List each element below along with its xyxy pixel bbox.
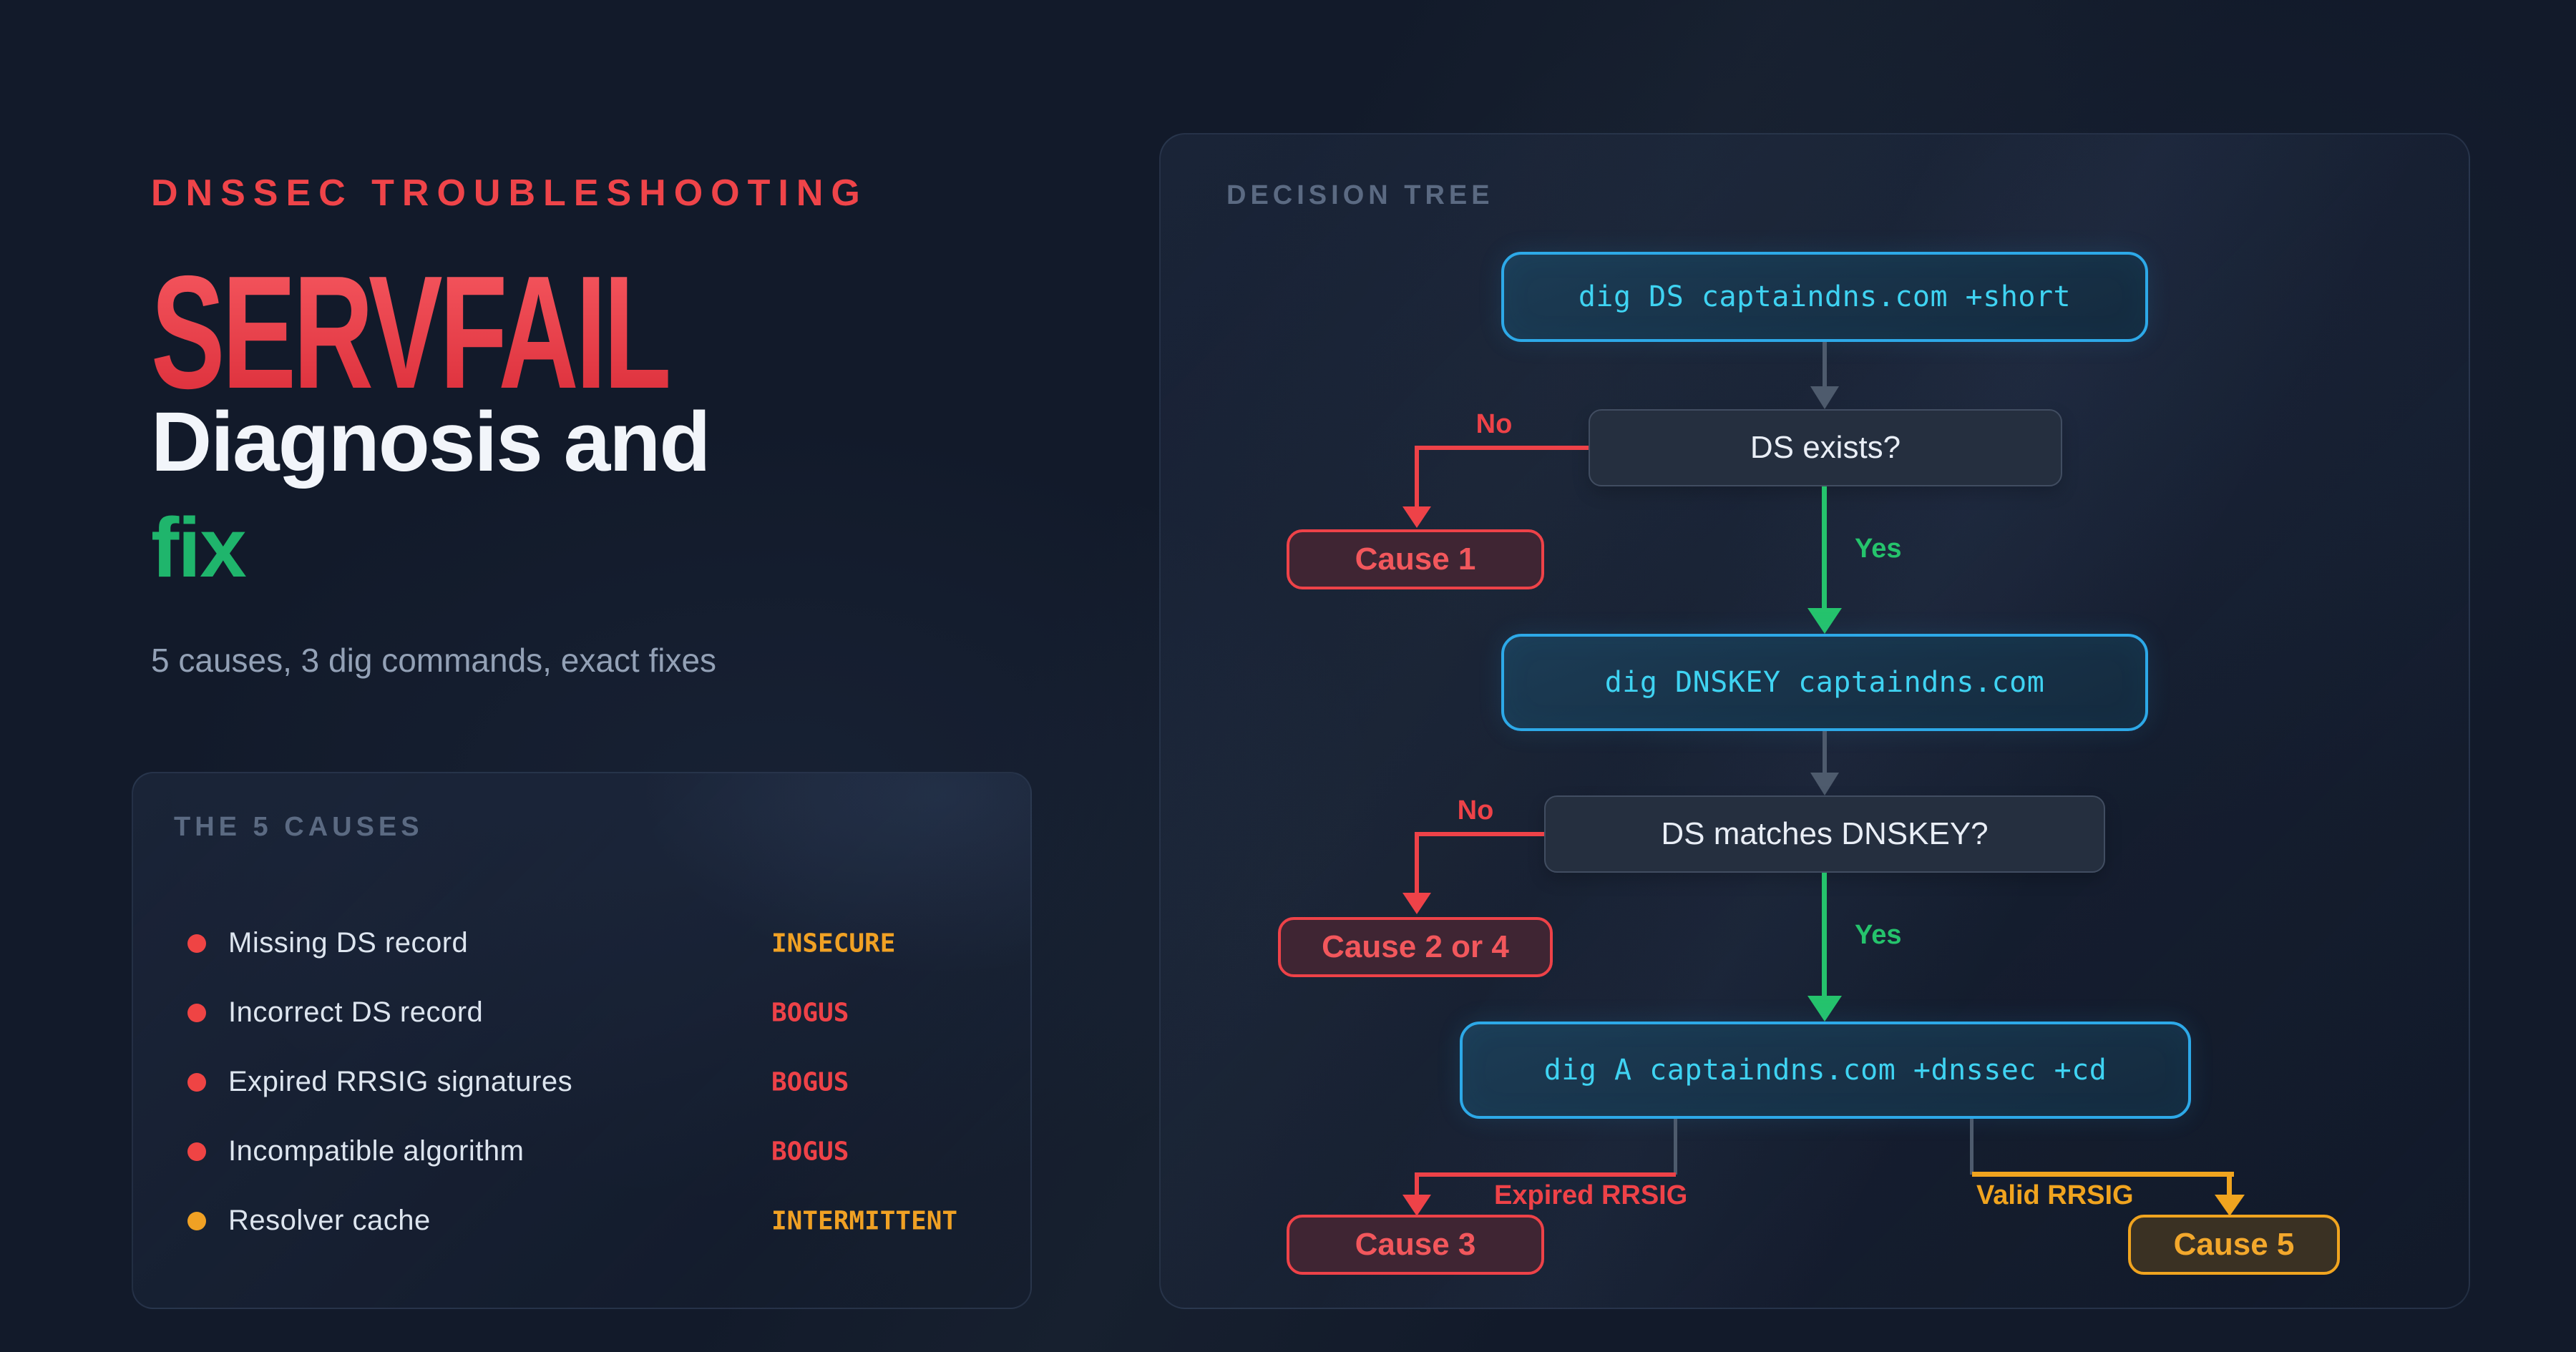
edge-cmd3-right-stub: [1970, 1119, 1974, 1175]
tree-node-cause-1: Cause 1: [1287, 529, 1544, 589]
edge-label-q1-no: No: [1475, 409, 1513, 439]
headline-line2: fix: [151, 501, 247, 595]
page-title: SERVFAIL: [151, 242, 671, 422]
cause-label: Missing DS record: [228, 927, 469, 959]
edge-label-q2-yes: Yes: [1855, 920, 1902, 950]
edge-q1-no-hline: [1417, 446, 1589, 450]
edge-label-q1-yes: Yes: [1855, 534, 1902, 564]
command-text: dig A captaindns.com +dnssec +cd: [1543, 1054, 2107, 1087]
status-badge: BOGUS: [771, 998, 849, 1027]
edge-label-expired-rrsig: Expired RRSIG: [1494, 1180, 1688, 1210]
command-text: dig DNSKEY captaindns.com: [1604, 666, 2045, 699]
cause-text: Cause 3: [1355, 1227, 1476, 1262]
tree-node-question-1: DS exists?: [1589, 409, 2062, 486]
edge-label-valid-rrsig: Valid RRSIG: [1976, 1180, 2134, 1210]
tree-node-cause-3: Cause 3: [1287, 1215, 1544, 1275]
edge-valid-hline: [1972, 1172, 2234, 1177]
question-text: DS matches DNSKEY?: [1661, 816, 1989, 851]
list-item: Resolver cache INTERMITTENT: [174, 1186, 1002, 1255]
causes-card-heading: THE 5 CAUSES: [174, 812, 424, 842]
cause-text: Cause 1: [1355, 542, 1476, 577]
list-item: Incompatible algorithm BOGUS: [174, 1117, 1002, 1186]
arrow-down-icon: [1402, 1195, 1431, 1216]
cause-label: Resolver cache: [228, 1205, 431, 1236]
bullet-dot-icon: [187, 1142, 206, 1161]
command-text: dig DS captaindns.com +short: [1578, 280, 2072, 313]
cause-text: Cause 5: [2173, 1227, 2295, 1262]
tree-node-command-2: dig DNSKEY captaindns.com: [1501, 634, 2148, 731]
edge-expired-vline: [1415, 1172, 1419, 1195]
arrow-down-icon: [1807, 608, 1842, 634]
arrow-down-icon: [1402, 506, 1431, 528]
bullet-dot-icon: [187, 934, 206, 953]
arrow-down-icon: [1807, 996, 1842, 1022]
edge-q1-no-vline: [1415, 446, 1419, 506]
headline-line1: Diagnosis and: [151, 395, 711, 489]
status-badge: INTERMITTENT: [771, 1206, 958, 1235]
tree-node-command-1: dig DS captaindns.com +short: [1501, 252, 2148, 342]
cause-label: Incorrect DS record: [228, 996, 484, 1028]
edge-cmd1-to-q1-line: [1823, 342, 1827, 386]
list-item: Missing DS record INSECURE: [174, 908, 1002, 978]
status-badge: BOGUS: [771, 1067, 849, 1097]
edge-expired-hline: [1417, 1172, 1676, 1177]
edge-valid-vline: [2227, 1172, 2232, 1195]
list-item: Expired RRSIG signatures BOGUS: [174, 1047, 1002, 1117]
tree-node-question-2: DS matches DNSKEY?: [1544, 795, 2105, 873]
edge-q2-yes-line: [1822, 873, 1827, 996]
edge-q1-yes-line: [1822, 486, 1827, 608]
causes-card: THE 5 CAUSES Missing DS record INSECURE …: [132, 772, 1032, 1309]
arrow-down-icon: [1402, 893, 1431, 914]
edge-label-q2-no: No: [1457, 795, 1494, 826]
causes-list: Missing DS record INSECURE Incorrect DS …: [174, 908, 1002, 1255]
tree-node-cause-2-or-4: Cause 2 or 4: [1278, 917, 1553, 977]
edge-q2-no-vline: [1415, 832, 1419, 893]
tree-node-cause-5: Cause 5: [2128, 1215, 2340, 1275]
edge-cmd3-left-stub: [1674, 1119, 1677, 1175]
decision-tree-heading: DECISION TREE: [1226, 180, 1494, 210]
bullet-dot-icon: [187, 1211, 206, 1230]
bullet-dot-icon: [187, 1003, 206, 1022]
bullet-dot-icon: [187, 1072, 206, 1092]
cause-label: Incompatible algorithm: [228, 1135, 525, 1167]
arrow-down-icon: [2215, 1195, 2245, 1216]
list-item: Incorrect DS record BOGUS: [174, 978, 1002, 1047]
status-badge: BOGUS: [771, 1137, 849, 1166]
edge-cmd2-to-q2-line: [1823, 731, 1827, 773]
edge-q2-no-hline: [1417, 832, 1544, 836]
arrow-down-icon: [1810, 773, 1839, 795]
tagline: 5 causes, 3 dig commands, exact fixes: [151, 642, 717, 679]
kicker-title: DNSSEC TROUBLESHOOTING: [151, 172, 868, 214]
status-badge: INSECURE: [771, 929, 896, 958]
question-text: DS exists?: [1750, 430, 1901, 465]
cause-text: Cause 2 or 4: [1322, 929, 1509, 964]
cause-label: Expired RRSIG signatures: [228, 1066, 573, 1097]
arrow-down-icon: [1810, 386, 1839, 409]
tree-node-command-3: dig A captaindns.com +dnssec +cd: [1460, 1022, 2191, 1119]
